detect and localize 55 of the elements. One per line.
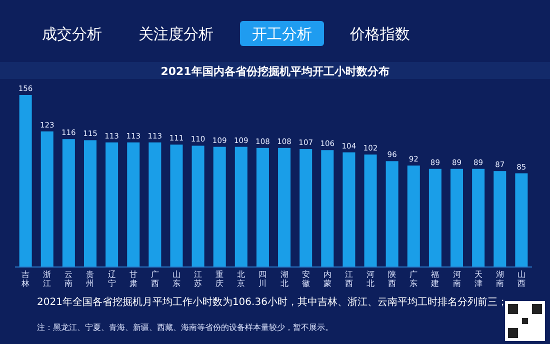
bar <box>192 146 204 267</box>
x-tick-label: 安徽 <box>302 270 310 288</box>
bar <box>170 144 183 267</box>
bar <box>19 95 32 267</box>
x-tick-label: 吉林 <box>20 270 30 288</box>
x-tick-label: 甘肃 <box>129 270 138 288</box>
bar <box>127 142 140 267</box>
x-tick-label: 河南 <box>452 270 461 288</box>
x-tick-label: 北京 <box>237 270 246 288</box>
x-tick-label: 广西 <box>150 270 159 288</box>
text: 价格指数 <box>349 25 410 43</box>
bar <box>515 173 528 267</box>
x-tick-label: 山东 <box>172 270 180 288</box>
bar <box>428 168 442 267</box>
x-tick-label: 河北 <box>366 270 375 288</box>
bar <box>342 152 356 267</box>
bar <box>148 142 162 267</box>
bar <box>364 154 377 267</box>
x-tick-label: 云南 <box>64 270 73 288</box>
x-tick-label: 内蒙 <box>323 270 332 288</box>
x-tick-label: 江西 <box>344 270 353 288</box>
bar <box>234 146 248 267</box>
text: 2021年全国各省挖掘机月平均工作小时数为106.36小时，其中吉林、浙江、云南平均工时排名分列前三； <box>37 296 508 308</box>
bar <box>472 168 485 267</box>
bar <box>106 142 118 267</box>
x-tick-label: 天津 <box>474 270 482 288</box>
bar <box>300 149 312 267</box>
x-tick-label: 广东 <box>410 270 418 288</box>
bar <box>494 171 506 267</box>
x-tick-label: 湖南 <box>496 270 504 288</box>
text: 成交分析 <box>42 25 102 43</box>
bar <box>278 148 291 267</box>
bar <box>407 166 420 267</box>
bar <box>386 161 398 267</box>
x-tick-label: 湖北 <box>280 270 288 288</box>
bar <box>256 148 269 267</box>
x-tick-label: 福建 <box>430 270 440 288</box>
x-tick-label: 浙江 <box>43 270 52 288</box>
bar <box>321 150 334 267</box>
text: 关注度分析 <box>138 25 214 43</box>
chart-title: 2021年国内各省份挖掘机平均开工小时数分布 <box>160 65 390 78</box>
x-tick-label: 四川 <box>258 270 267 288</box>
text: 注：黑龙江、宁夏、青海、新疆、西藏、海南等省份的设备样本量较少，暂不展示。 <box>37 323 333 332</box>
text: 开工分析 <box>252 25 312 43</box>
x-tick-label: 重庆 <box>216 270 224 288</box>
x-tick-label: 贵州 <box>86 270 94 288</box>
x-tick-label: 江苏 <box>194 270 202 288</box>
x-tick-label: 山西 <box>517 270 526 288</box>
bar <box>450 168 464 267</box>
bar <box>40 131 54 267</box>
x-tick-label: 陕西 <box>388 270 396 288</box>
bar <box>84 140 96 267</box>
bar <box>62 139 75 267</box>
x-tick-label: 辽宁 <box>108 270 116 288</box>
bar <box>213 146 226 267</box>
